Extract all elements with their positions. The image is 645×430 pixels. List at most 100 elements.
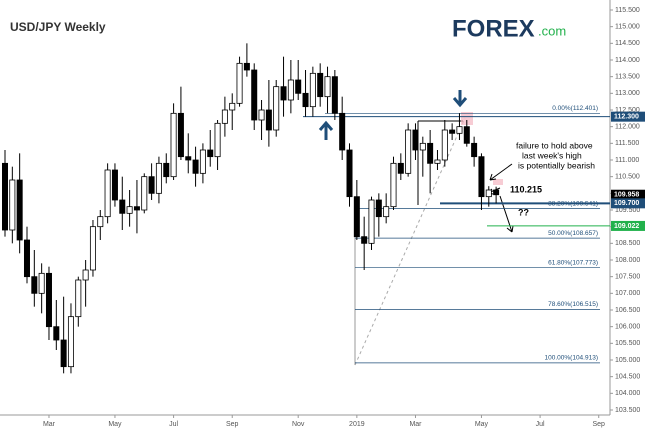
candle-body bbox=[405, 129, 412, 174]
y-tick-label: 107.500 bbox=[615, 274, 640, 281]
candle-body bbox=[434, 159, 441, 164]
candle-body bbox=[243, 62, 250, 71]
y-tick-label: 115.000 bbox=[615, 24, 640, 31]
candle-body bbox=[427, 142, 434, 164]
highlight-box bbox=[461, 112, 473, 125]
candle-body bbox=[361, 236, 368, 244]
candle-body bbox=[456, 126, 463, 134]
fib-label: 100.00%(104.913) bbox=[545, 355, 599, 362]
y-tick-label: 105.500 bbox=[615, 340, 640, 347]
candle-body bbox=[485, 189, 492, 198]
y-tick-label: 113.000 bbox=[615, 90, 640, 97]
candle-body bbox=[185, 156, 192, 161]
candle-body bbox=[273, 86, 280, 131]
candle-body bbox=[82, 269, 89, 281]
y-tick-label: 104.500 bbox=[615, 374, 640, 381]
candle-body bbox=[471, 142, 478, 158]
candle-body bbox=[119, 199, 126, 214]
candle-body bbox=[397, 162, 404, 174]
x-tick-label: Jul bbox=[536, 421, 545, 428]
price-label-box bbox=[611, 189, 645, 200]
down-arrow bbox=[452, 90, 468, 108]
candle-body bbox=[295, 79, 302, 94]
candle-body bbox=[324, 76, 331, 98]
y-tick-label: 107.000 bbox=[615, 290, 640, 297]
candle-body bbox=[163, 162, 170, 178]
fib-label: 78.60%(106.515) bbox=[548, 301, 598, 308]
candle-body bbox=[258, 109, 265, 121]
candle-body bbox=[141, 176, 148, 211]
y-tick-label: 110.500 bbox=[615, 174, 640, 181]
price-label: 109.700 bbox=[614, 200, 639, 207]
candle-body bbox=[478, 156, 485, 198]
x-tick-label: Nov bbox=[292, 421, 305, 428]
y-tick-label: 103.500 bbox=[615, 407, 640, 414]
candle-body bbox=[207, 149, 214, 158]
candle-body bbox=[309, 72, 316, 108]
price-label: 109.958 bbox=[614, 192, 639, 199]
y-tick-label: 113.500 bbox=[615, 74, 640, 81]
candle-body bbox=[31, 276, 38, 294]
y-tick-label: 112.500 bbox=[615, 107, 640, 114]
candle-body bbox=[287, 79, 294, 101]
y-tick-label: 105.000 bbox=[615, 357, 640, 364]
x-tick-label: Mar bbox=[409, 421, 422, 428]
highlight-box bbox=[493, 179, 503, 185]
candle-body bbox=[16, 179, 23, 241]
candle-body bbox=[126, 206, 133, 214]
y-tick-label: 111.500 bbox=[615, 140, 639, 147]
x-tick-label: 2019 bbox=[349, 421, 365, 428]
candle-body bbox=[9, 179, 16, 231]
x-tick-label: Sep bbox=[226, 421, 239, 428]
up-arrow bbox=[318, 120, 334, 140]
candle-body bbox=[265, 109, 272, 131]
candle-body bbox=[390, 162, 397, 208]
y-tick-label: 114.000 bbox=[615, 57, 640, 64]
y-tick-label: 106.500 bbox=[615, 307, 640, 314]
y-tick-label: 108.000 bbox=[615, 257, 640, 264]
price-label-box bbox=[611, 111, 645, 122]
candle-body bbox=[89, 226, 96, 271]
candle-body bbox=[97, 216, 104, 228]
y-tick-label: 104.000 bbox=[615, 390, 640, 397]
y-tick-label: 115.500 bbox=[615, 7, 640, 14]
candle-body bbox=[493, 189, 500, 196]
candle-body bbox=[353, 196, 360, 238]
candle-body bbox=[104, 169, 111, 218]
logo-brand: FOREX bbox=[452, 15, 535, 42]
candle-body bbox=[236, 62, 243, 104]
price-label: 109.022 bbox=[614, 223, 639, 230]
y-tick-label: 112.000 bbox=[615, 124, 640, 131]
candle-body bbox=[111, 169, 118, 201]
fib-label: 50.00%(108.657) bbox=[548, 230, 598, 237]
candle-body bbox=[214, 122, 221, 158]
y-tick-label: 114.500 bbox=[615, 40, 640, 47]
x-tick-label: Jul bbox=[169, 421, 178, 428]
candle-body bbox=[463, 126, 470, 144]
candle-body bbox=[317, 72, 324, 98]
pointer-arrow bbox=[489, 163, 513, 181]
candle-body bbox=[383, 206, 390, 218]
logo-suffix: .com bbox=[538, 23, 566, 38]
x-tick-label: Mar bbox=[43, 421, 56, 428]
candle-body bbox=[229, 102, 236, 111]
candle-body bbox=[67, 316, 74, 368]
candle-body bbox=[331, 76, 338, 114]
candle-body bbox=[23, 239, 30, 278]
candle-body bbox=[199, 149, 206, 174]
fib-label: 61.80%(107.773) bbox=[548, 259, 598, 266]
candle-body bbox=[302, 92, 309, 108]
candle-body bbox=[148, 176, 155, 194]
y-tick-label: 108.500 bbox=[615, 240, 640, 247]
candle-body bbox=[75, 279, 82, 318]
candle-body bbox=[375, 199, 382, 218]
candle-body bbox=[221, 109, 228, 124]
price-label: 112.300 bbox=[614, 114, 639, 121]
candle-body bbox=[53, 326, 60, 341]
price-label-box bbox=[611, 220, 645, 231]
candle-body bbox=[192, 159, 199, 174]
candle-body bbox=[251, 69, 258, 121]
question-mark: ?? bbox=[518, 207, 529, 217]
y-tick-label: 106.000 bbox=[615, 324, 640, 331]
